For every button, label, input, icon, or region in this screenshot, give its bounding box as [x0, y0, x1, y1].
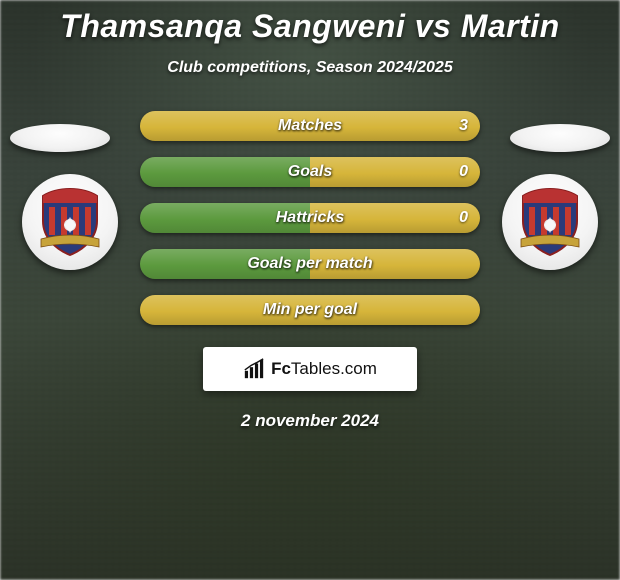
brand-suffix: Tables.com: [291, 359, 377, 378]
brand-text: FcTables.com: [271, 359, 377, 379]
brand-badge: FcTables.com: [203, 347, 417, 391]
stat-row: Min per goal: [140, 295, 480, 325]
stat-value-right: 0: [459, 203, 468, 233]
club-badge-right: [502, 174, 598, 270]
subtitle: Club competitions, Season 2024/2025: [0, 59, 620, 77]
stat-label: Hattricks: [140, 203, 480, 233]
bar-chart-icon: [243, 358, 265, 380]
stat-value-right: 3: [459, 111, 468, 141]
stat-value-right: 0: [459, 157, 468, 187]
shield-icon: [39, 187, 101, 257]
stat-label: Goals: [140, 157, 480, 187]
stat-row: Hattricks0: [140, 203, 480, 233]
stat-row: Goals0: [140, 157, 480, 187]
stat-label: Matches: [140, 111, 480, 141]
player-photo-right-placeholder: [510, 124, 610, 152]
content-wrap: Thamsanqa Sangweni vs Martin Club compet…: [0, 0, 620, 580]
stat-label: Min per goal: [140, 295, 480, 325]
brand-prefix: Fc: [271, 359, 291, 378]
shield-icon: [519, 187, 581, 257]
date-label: 2 november 2024: [0, 411, 620, 431]
stat-label: Goals per match: [140, 249, 480, 279]
club-badge-left: [22, 174, 118, 270]
stat-row: Goals per match: [140, 249, 480, 279]
stat-row: Matches3: [140, 111, 480, 141]
page-title: Thamsanqa Sangweni vs Martin: [0, 8, 620, 45]
player-photo-left-placeholder: [10, 124, 110, 152]
stats-container: Matches3Goals0Hattricks0Goals per matchM…: [140, 111, 480, 325]
